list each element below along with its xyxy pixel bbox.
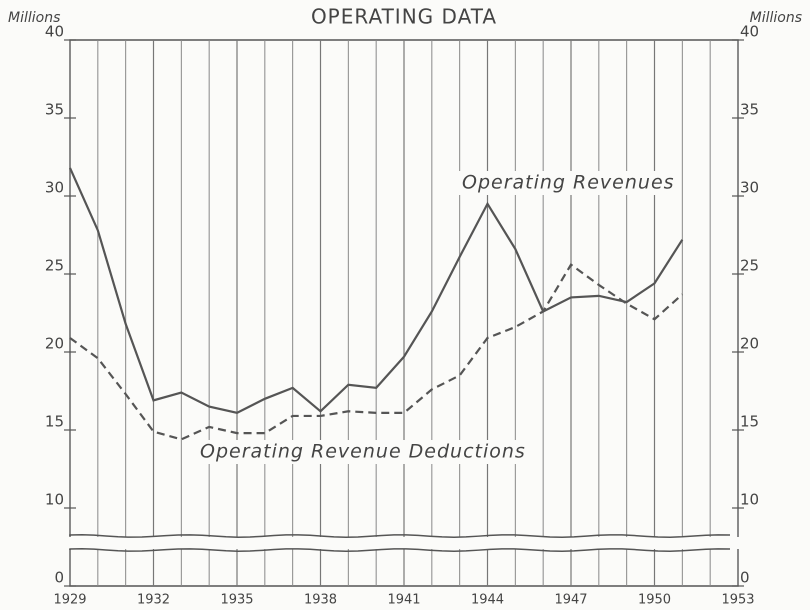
x-tick-label: 1935 bbox=[220, 593, 253, 608]
series-label-bg bbox=[458, 171, 679, 195]
x-tick-label: 1941 bbox=[387, 593, 420, 608]
series-label: Operating Revenue Deductions bbox=[200, 441, 526, 463]
y2-axis-label: Millions bbox=[750, 10, 802, 26]
y2-tick-label: 10 bbox=[740, 491, 759, 509]
axis-break-line bbox=[69, 548, 731, 552]
axis-break-gap bbox=[69, 537, 739, 549]
x-tick-label: 1929 bbox=[53, 593, 86, 608]
y-tick-label: 30 bbox=[45, 179, 64, 197]
y-tick-label: 15 bbox=[45, 413, 64, 431]
x-tick-label: 1944 bbox=[471, 593, 504, 608]
y2-tick-label: 35 bbox=[740, 101, 759, 119]
y-axis-label: Millions bbox=[8, 10, 60, 26]
y2-tick-label: 15 bbox=[740, 413, 759, 431]
y-tick-label: 25 bbox=[45, 257, 64, 275]
series-label-bg bbox=[196, 440, 530, 464]
x-tick-label: 1950 bbox=[638, 593, 671, 608]
chart-title: OPERATING DATA bbox=[311, 5, 497, 29]
series-line bbox=[69, 263, 684, 441]
y-tick-label: 0 bbox=[54, 569, 64, 587]
x-tick-label: 1947 bbox=[554, 593, 587, 608]
series-line bbox=[68, 167, 684, 414]
y2-tick-label: 40 bbox=[740, 23, 759, 41]
y-tick-label: 40 bbox=[45, 23, 64, 41]
y-tick-label: 20 bbox=[45, 335, 64, 353]
y2-tick-label: 25 bbox=[740, 257, 759, 275]
x-tick-label: 1953 bbox=[721, 593, 754, 608]
y-tick-label: 35 bbox=[45, 101, 64, 119]
x-tick-label: 1938 bbox=[304, 593, 337, 608]
x-tick-label: 1932 bbox=[137, 593, 170, 608]
series-label: Operating Revenues bbox=[462, 172, 675, 194]
y2-tick-label: 20 bbox=[740, 335, 759, 353]
y-tick-label: 10 bbox=[45, 491, 64, 509]
axis-break-line bbox=[69, 534, 731, 538]
y2-tick-label: 30 bbox=[740, 179, 759, 197]
y2-tick-label: 0 bbox=[740, 569, 750, 587]
